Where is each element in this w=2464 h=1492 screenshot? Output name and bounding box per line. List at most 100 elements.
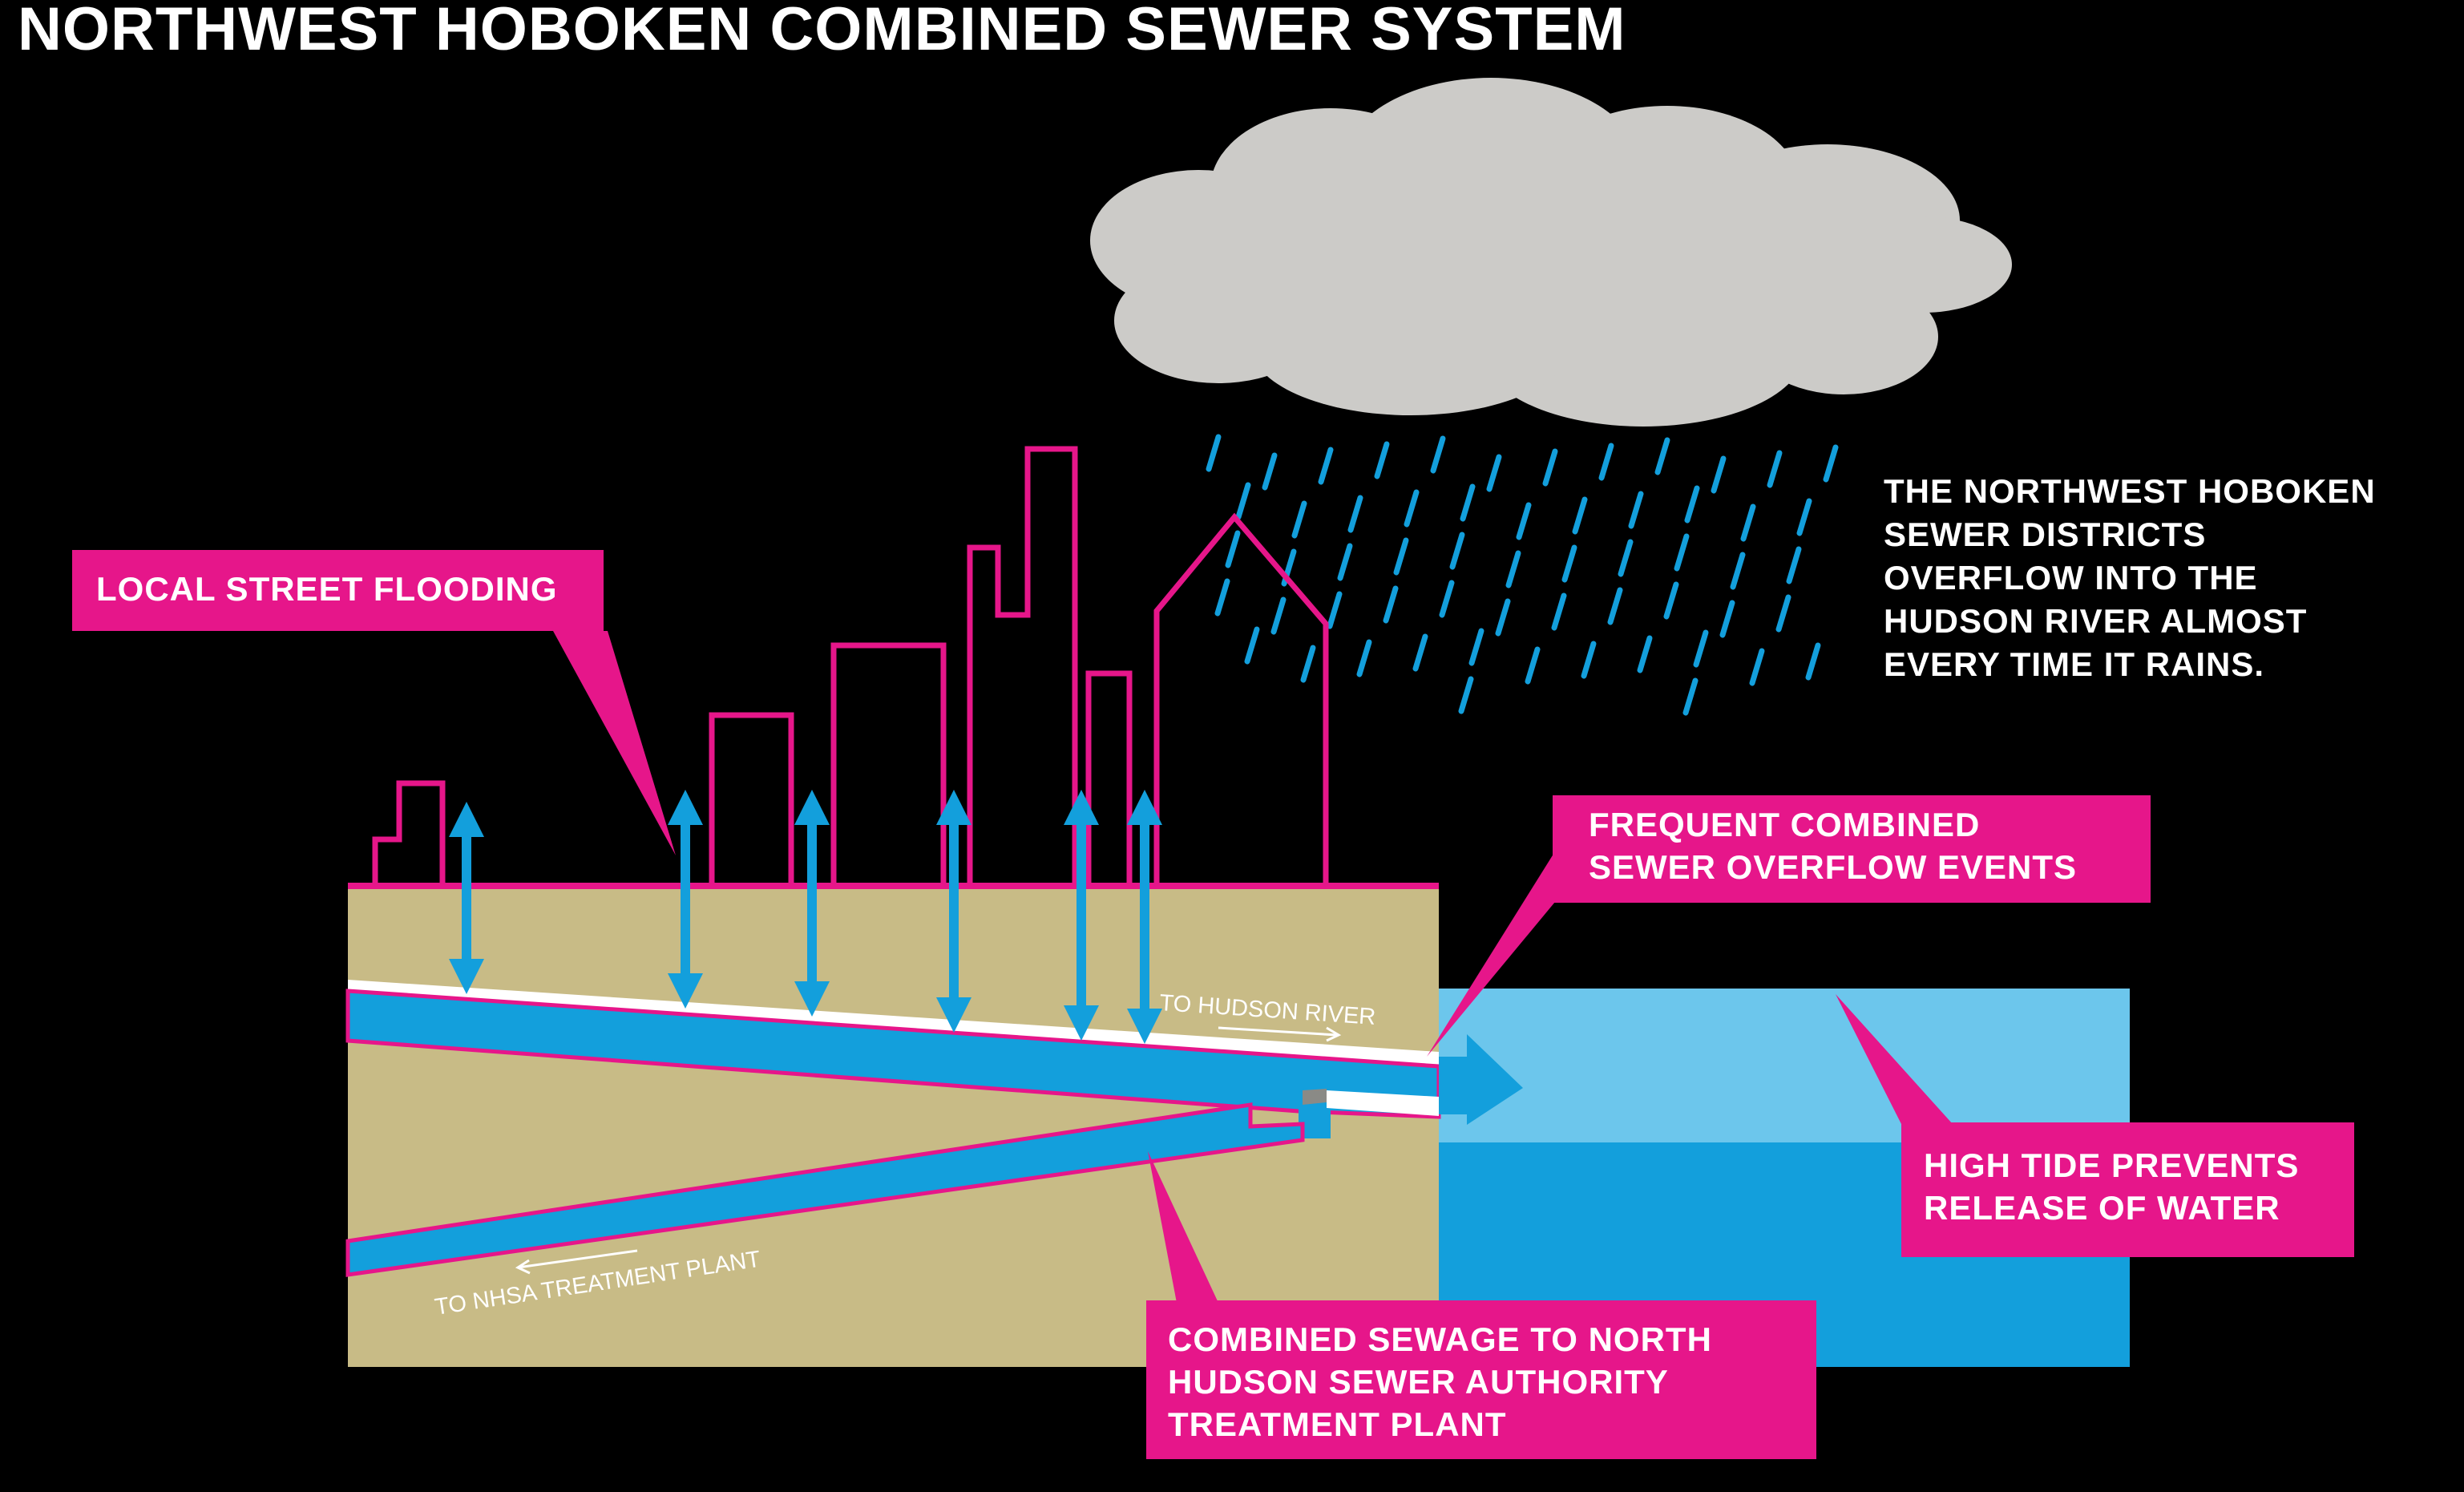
rain-drop [1551, 592, 1567, 631]
rain-drop [1374, 441, 1390, 479]
rain-drop [1430, 435, 1446, 474]
callout-text: SEWER OVERFLOW EVENTS [1589, 848, 2077, 886]
rain-drop [1235, 482, 1251, 520]
rain-drop [1730, 552, 1746, 590]
rain-drop [1356, 639, 1372, 677]
flow-arrow-shaft [807, 822, 817, 985]
callout-pointer [1148, 1151, 1218, 1303]
flow-arrow-head-down [1064, 1005, 1099, 1041]
description-line: EVERY TIME IT RAINS. [1884, 645, 2264, 683]
rain-drop [1327, 591, 1343, 629]
flow-arrow-head-up [1064, 790, 1099, 825]
flow-arrow-head-up [1127, 790, 1162, 825]
rain-drop [1542, 448, 1558, 487]
rain-drop [1262, 452, 1278, 491]
description-block: THE NORTHWEST HOBOKEN SEWER DISTRICTS OV… [1884, 472, 2376, 683]
rain-drop [1393, 537, 1409, 576]
rain-drop [1693, 629, 1709, 668]
flow-arrow-shaft [949, 822, 959, 1001]
rain-drop [1654, 437, 1670, 475]
rain-drop [1561, 544, 1577, 583]
to-hudson-arrowhead [1326, 1026, 1342, 1042]
to-nhsa-arrow [517, 1249, 638, 1269]
rain-drop [1607, 587, 1623, 625]
rain-drop [1663, 581, 1679, 620]
flow-arrow-shaft [681, 822, 690, 976]
callout-pointer [1427, 851, 1555, 1057]
description-line: THE NORTHWEST HOBOKEN [1884, 472, 2376, 510]
callout-pointer [1836, 994, 1953, 1124]
to-hudson-arrow [1218, 1026, 1338, 1037]
flow-arrow [794, 790, 830, 1017]
outfall-arrow [1439, 1034, 1523, 1125]
callout-pointer [553, 631, 676, 855]
description-line: HUDSON RIVER ALMOST [1884, 602, 2307, 640]
flow-arrow [668, 790, 703, 1009]
rain-drop [1805, 642, 1821, 681]
callout-high-tide: HIGH TIDE PREVENTS RELEASE OF WATER [1836, 994, 2354, 1257]
flow-arrow [936, 790, 971, 1033]
callout-box [1146, 1300, 1816, 1459]
rain-drop [1674, 533, 1690, 572]
rain-drop [1206, 434, 1222, 472]
rain-drop [1383, 585, 1399, 624]
rain-drop [1684, 485, 1700, 524]
flow-arrow-head-up [794, 790, 830, 825]
rain-cloud [1090, 78, 2012, 427]
callout-box [1901, 1122, 2354, 1257]
description-line: OVERFLOW INTO THE [1884, 559, 2258, 596]
flow-arrow-head-down [794, 981, 830, 1017]
to-nhsa-arrowhead [515, 1259, 531, 1275]
flow-arrow-head-down [1127, 1009, 1162, 1044]
rain-drop [1516, 502, 1532, 540]
callout-text: LOCAL STREET FLOODING [96, 570, 558, 608]
flow-arrows [449, 790, 1162, 1044]
rain-drop [1786, 546, 1802, 584]
rain-drop [1796, 498, 1812, 536]
rain-drop [1682, 677, 1699, 716]
river-high-tide [1439, 989, 2130, 1142]
callout-box [1553, 795, 2151, 903]
rain-drop [1337, 543, 1353, 581]
rain-drop [1598, 443, 1614, 481]
rain-drop [1505, 550, 1521, 588]
flow-arrow-head-up [668, 790, 703, 825]
callout-text: HIGH TIDE PREVENTS [1924, 1146, 2299, 1184]
rain-drop [1300, 645, 1316, 683]
callout-local-street-flooding: LOCAL STREET FLOODING [72, 550, 676, 855]
city-skyline [372, 446, 1329, 884]
combined-sewer-pipe [345, 980, 1441, 1138]
rain-drop [1214, 578, 1230, 617]
rain-drop [1318, 447, 1334, 485]
rain-drop [1458, 676, 1474, 714]
flow-arrow-shaft [462, 834, 471, 962]
callout-text: HUDSON SEWER AUTHORITY [1168, 1363, 1669, 1401]
flow-arrow [1064, 790, 1099, 1041]
rain-drop [1628, 491, 1644, 529]
nhsa-pipe [345, 1102, 1305, 1277]
callout-overflow-events: FREQUENT COMBINED SEWER OVERFLOW EVENTS [1427, 795, 2151, 1057]
rain-drop [1468, 628, 1484, 666]
rain-drop [1347, 495, 1363, 533]
rain-drop [1618, 539, 1634, 577]
rain-drop [1637, 635, 1653, 673]
rain-drop [1719, 600, 1735, 638]
flow-arrow-head-down [449, 959, 484, 994]
rain-drop [1270, 596, 1287, 635]
rain-drop [1449, 532, 1465, 570]
rain-drop [1775, 594, 1791, 633]
rain-drop [1486, 454, 1502, 492]
rain-drop [1244, 626, 1260, 665]
rain-drop [1749, 648, 1765, 686]
rain-drop [1460, 483, 1476, 522]
rain-drops [1206, 434, 1839, 716]
callout-box [72, 550, 604, 631]
rain-drop [1740, 503, 1756, 542]
callout-text: FREQUENT COMBINED [1589, 806, 1980, 843]
rain-drop [1581, 641, 1597, 679]
rain-drop [1412, 633, 1428, 672]
flow-arrow [1127, 790, 1162, 1044]
flow-arrow-shaft [1140, 822, 1149, 1012]
callout-text: COMBINED SEWAGE TO NORTH [1168, 1320, 1712, 1358]
